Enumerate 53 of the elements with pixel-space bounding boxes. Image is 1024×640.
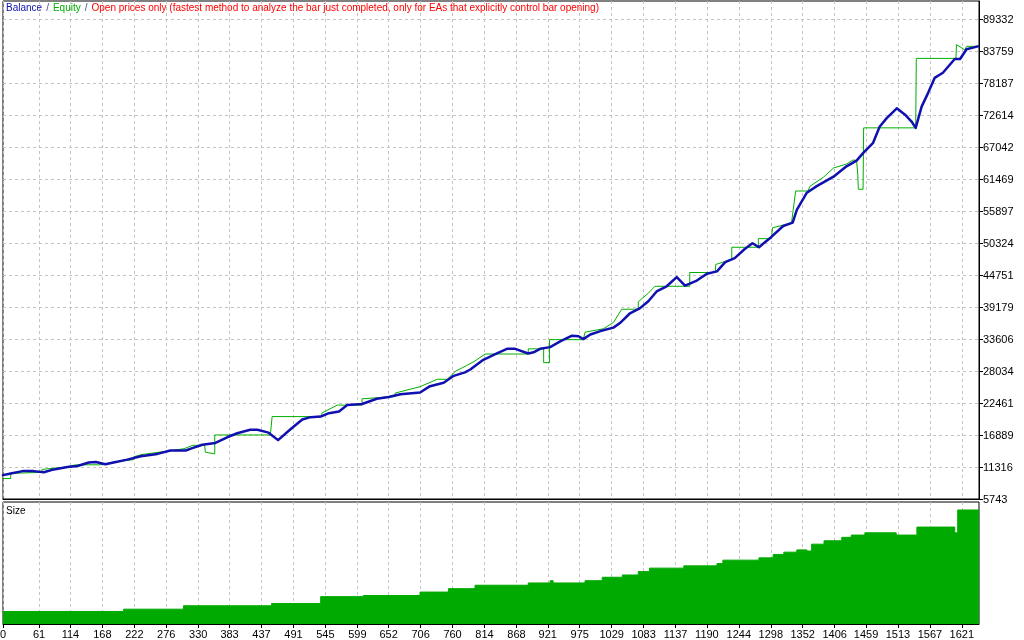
- x-tick-label: 1459: [853, 627, 879, 640]
- x-tick-label: 168: [93, 627, 112, 640]
- y-tick-label: 67042: [983, 141, 1014, 154]
- x-tick-label: 1244: [726, 627, 752, 640]
- x-tick-label: 1406: [822, 627, 847, 640]
- x-tick-label: 652: [379, 627, 398, 640]
- y-tick-label: 22461: [983, 397, 1014, 410]
- x-tick-label: 61: [32, 627, 46, 640]
- x-tick-label: 706: [411, 627, 430, 640]
- x-tick-label: 491: [284, 627, 303, 640]
- y-tick-label: 39179: [983, 301, 1014, 314]
- y-tick-label: 72614: [983, 109, 1014, 122]
- x-tick-label: 975: [570, 627, 589, 640]
- y-tick-label: 50324: [983, 237, 1014, 250]
- y-tick-label: 5743: [983, 493, 1008, 505]
- annotation: /: [84, 2, 88, 14]
- y-tick-label: 55897: [983, 205, 1014, 218]
- text: Equity: [52, 2, 81, 14]
- x-tick-label: 222: [125, 627, 144, 640]
- x-tick-label: 1083: [631, 627, 656, 640]
- x-tick-label: 330: [189, 627, 208, 640]
- x-tick-label: 276: [157, 627, 176, 640]
- x-tick-label: 383: [220, 627, 239, 640]
- x-tick-label: 921: [538, 627, 557, 640]
- chart-title: Size: [6, 505, 26, 517]
- y-tick-label: 44751: [983, 269, 1014, 282]
- x-tick-label: 599: [348, 627, 367, 640]
- x-tick-label: 1137: [663, 627, 688, 640]
- x-tick-label: 1513: [885, 627, 911, 640]
- x-tick-label: 545: [316, 627, 335, 640]
- x-tick-label: 868: [507, 627, 526, 640]
- y-tick-label: 78187: [983, 77, 1014, 90]
- y-tick-label: 11316: [983, 461, 1013, 474]
- x-tick-label: 1298: [758, 627, 784, 640]
- annotation: /: [46, 2, 49, 14]
- x-tick-label: 814: [475, 627, 494, 640]
- x-tick-label: 1029: [599, 627, 624, 640]
- x-tick-label: 0: [0, 627, 7, 640]
- y-tick-label: 33606: [983, 333, 1014, 346]
- y-tick-label: 16889: [983, 429, 1014, 442]
- x-tick-label: 1567: [917, 627, 943, 640]
- chart-title: Open prices only (fastest method to analyze the bar just completed, only for EAs that explicitly control bar opening): [91, 2, 599, 14]
- x-tick-label: 437: [252, 627, 271, 640]
- x-tick-label: 1621: [949, 627, 975, 640]
- y-tick-label: 61469: [983, 173, 1014, 186]
- x-tick-label: 114: [61, 627, 80, 640]
- x-tick-label: 1352: [790, 627, 815, 640]
- text: Balance: [6, 2, 43, 14]
- x-tick-label: 760: [443, 627, 462, 640]
- x-tick-label: 1190: [695, 627, 719, 640]
- y-tick-label: 83759: [983, 45, 1014, 58]
- y-tick-label: 89332: [983, 13, 1014, 26]
- y-tick-label: 28034: [983, 365, 1014, 378]
